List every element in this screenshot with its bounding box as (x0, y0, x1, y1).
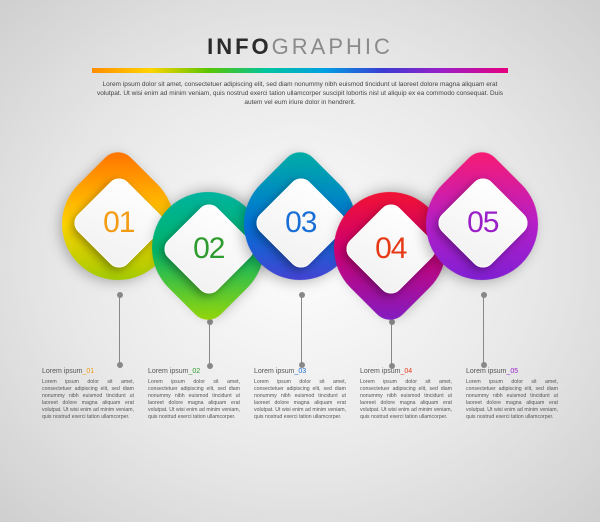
column-title-prefix: Lorem ipsum (254, 368, 294, 375)
header: INFOGRAPHIC Lorem ipsum dolor sit amet, … (0, 0, 600, 107)
column-title-prefix: Lorem ipsum (42, 368, 82, 375)
connector-dot (481, 292, 487, 298)
text-column-04: Lorem ipsum_04 Lorem ipsum dolor sit amet… (360, 368, 452, 421)
column-title-suffix: _03 (294, 368, 306, 375)
column-title: Lorem ipsum_04 (360, 368, 452, 375)
steps-stage: 01 02 03 04 05 (0, 148, 600, 323)
column-title: Lorem ipsum_05 (466, 368, 558, 375)
connector-dot (299, 292, 305, 298)
page-title: INFOGRAPHIC (0, 34, 600, 60)
column-title-suffix: _04 (400, 368, 412, 375)
column-title-prefix: Lorem ipsum (360, 368, 400, 375)
column-title-prefix: Lorem ipsum (148, 368, 188, 375)
step-number: 02 (193, 232, 224, 266)
step-number: 03 (285, 206, 316, 240)
column-body: Lorem ipsum dolor sit amet, consectetuer… (42, 379, 134, 421)
column-title: Lorem ipsum_01 (42, 368, 134, 375)
connector-line (119, 295, 120, 365)
column-body: Lorem ipsum dolor sit amet, consectetuer… (360, 379, 452, 421)
step-number: 04 (375, 232, 406, 266)
connector-line (391, 322, 392, 366)
columns-row: Lorem ipsum_01Lorem ipsum dolor sit amet… (0, 368, 600, 421)
column-title-suffix: _05 (506, 368, 518, 375)
column-title: Lorem ipsum_02 (148, 368, 240, 375)
title-bold: INFO (207, 34, 272, 59)
text-column-03: Lorem ipsum_03 Lorem ipsum dolor sit amet… (254, 368, 346, 421)
connector-line (483, 295, 484, 365)
title-light: GRAPHIC (272, 34, 393, 59)
connector-line (209, 322, 210, 366)
column-body: Lorem ipsum dolor sit amet, consectetuer… (254, 379, 346, 421)
step-number: 05 (467, 206, 498, 240)
column-body: Lorem ipsum dolor sit amet, consectetuer… (466, 379, 558, 421)
step-number: 01 (103, 206, 134, 240)
column-title-suffix: _01 (82, 368, 94, 375)
column-title-prefix: Lorem ipsum (466, 368, 506, 375)
text-column-01: Lorem ipsum_01 Lorem ipsum dolor sit amet… (42, 368, 134, 421)
column-title-suffix: _02 (188, 368, 200, 375)
text-column-05: Lorem ipsum_05 Lorem ipsum dolor sit amet… (466, 368, 558, 421)
column-body: Lorem ipsum dolor sit amet, consectetuer… (148, 379, 240, 421)
connector-dot (117, 292, 123, 298)
intro-text: Lorem ipsum dolor sit amet, consectetuer… (92, 81, 508, 107)
rainbow-divider (92, 68, 508, 73)
column-title: Lorem ipsum_03 (254, 368, 346, 375)
connector-line (301, 295, 302, 365)
text-column-02: Lorem ipsum_02 Lorem ipsum dolor sit amet… (148, 368, 240, 421)
